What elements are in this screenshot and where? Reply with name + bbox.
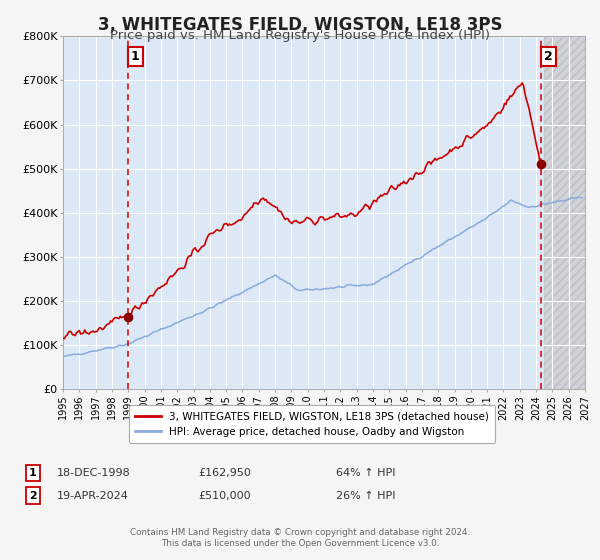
Text: 64% ↑ HPI: 64% ↑ HPI — [336, 468, 395, 478]
Text: £162,950: £162,950 — [198, 468, 251, 478]
Text: 19-APR-2024: 19-APR-2024 — [57, 491, 129, 501]
Text: Price paid vs. HM Land Registry's House Price Index (HPI): Price paid vs. HM Land Registry's House … — [110, 29, 490, 42]
Text: 3, WHITEGATES FIELD, WIGSTON, LE18 3PS: 3, WHITEGATES FIELD, WIGSTON, LE18 3PS — [98, 16, 502, 34]
Text: 18-DEC-1998: 18-DEC-1998 — [57, 468, 131, 478]
Legend: 3, WHITEGATES FIELD, WIGSTON, LE18 3PS (detached house), HPI: Average price, det: 3, WHITEGATES FIELD, WIGSTON, LE18 3PS (… — [128, 405, 496, 443]
Bar — [544, 36, 585, 389]
Text: 26% ↑ HPI: 26% ↑ HPI — [336, 491, 395, 501]
Text: 1: 1 — [131, 50, 139, 63]
Text: 2: 2 — [544, 50, 553, 63]
Text: 2: 2 — [29, 491, 37, 501]
Text: £510,000: £510,000 — [198, 491, 251, 501]
Text: Contains HM Land Registry data © Crown copyright and database right 2024.
This d: Contains HM Land Registry data © Crown c… — [130, 528, 470, 548]
Text: 1: 1 — [29, 468, 37, 478]
